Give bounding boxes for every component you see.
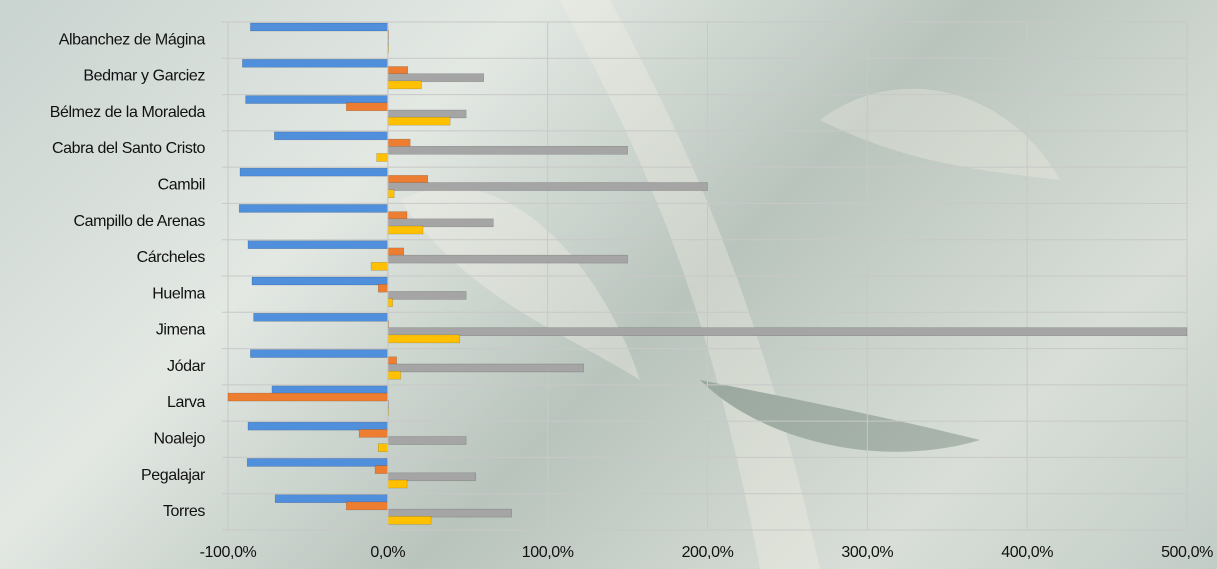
- bar: [387, 334, 461, 344]
- y-tick-label: Campillo de Arenas: [73, 213, 205, 230]
- x-tick-label: -100,0%: [200, 544, 257, 561]
- bar: [245, 95, 389, 104]
- bar: [387, 138, 411, 148]
- bar: [253, 313, 389, 322]
- bar: [387, 80, 422, 90]
- bar: [387, 218, 494, 228]
- bar: [387, 291, 467, 300]
- bar: [387, 356, 397, 366]
- x-tick-label: 500,0%: [1161, 544, 1213, 561]
- y-tick-label: Jimena: [156, 322, 206, 339]
- bar: [387, 479, 408, 489]
- bar: [250, 22, 389, 32]
- x-tick-label: 0,0%: [370, 544, 405, 561]
- bar: [387, 175, 429, 184]
- bar: [387, 472, 476, 482]
- background-leaves: [400, 0, 1060, 569]
- bar: [251, 276, 389, 286]
- bar: [387, 182, 708, 191]
- bar: [247, 421, 389, 431]
- bar: [377, 283, 389, 293]
- bar: [387, 211, 408, 220]
- bar: [250, 349, 389, 358]
- bar: [238, 204, 389, 213]
- x-tick-label: 300,0%: [841, 544, 893, 561]
- y-tick-label: Albanchez de Mágina: [59, 31, 206, 48]
- bar: [387, 298, 393, 307]
- bar: [387, 189, 395, 198]
- bar: [387, 516, 432, 525]
- bar: [387, 225, 424, 235]
- bar: [358, 429, 389, 438]
- bar: [387, 66, 409, 75]
- bar: [239, 167, 389, 177]
- y-tick-label: Bedmar y Garciez: [83, 68, 205, 85]
- bar: [387, 370, 401, 380]
- bar: [246, 458, 389, 467]
- y-tick-label: Cambil: [158, 177, 205, 194]
- y-tick-label: Cárcheles: [137, 249, 206, 266]
- x-tick-label: 400,0%: [1001, 544, 1053, 561]
- bar: [376, 153, 389, 162]
- bar: [377, 443, 389, 452]
- bar: [274, 494, 389, 503]
- y-tick-label: Bélmez de la Moraleda: [50, 104, 206, 121]
- bar: [370, 262, 389, 271]
- bar: [387, 254, 628, 264]
- bar: [374, 465, 389, 474]
- y-tick-label: Torres: [163, 503, 205, 520]
- bar: [387, 73, 484, 82]
- bar: [346, 102, 389, 112]
- bar: [387, 508, 512, 518]
- y-tick-label: Pegalajar: [141, 467, 206, 484]
- bar: [274, 131, 389, 141]
- x-tick-label: 200,0%: [682, 544, 734, 561]
- bar: [387, 436, 467, 445]
- bar: [271, 385, 389, 395]
- x-tick-label: 100,0%: [522, 544, 574, 561]
- bar: [387, 116, 451, 126]
- bar: [346, 501, 389, 511]
- bar: [242, 59, 389, 68]
- bar: [387, 247, 405, 257]
- bar: [387, 109, 467, 119]
- y-tick-label: Cabra del Santo Cristo: [52, 140, 206, 157]
- y-tick-label: Huelma: [152, 285, 205, 302]
- bar: [227, 392, 389, 402]
- y-tick-label: Jódar: [167, 358, 206, 375]
- bar: [387, 327, 1188, 336]
- y-tick-label: Noalejo: [154, 431, 206, 448]
- bar: [387, 363, 584, 373]
- bar: [387, 146, 628, 155]
- y-tick-label: Larva: [167, 394, 206, 411]
- bar: [247, 240, 389, 249]
